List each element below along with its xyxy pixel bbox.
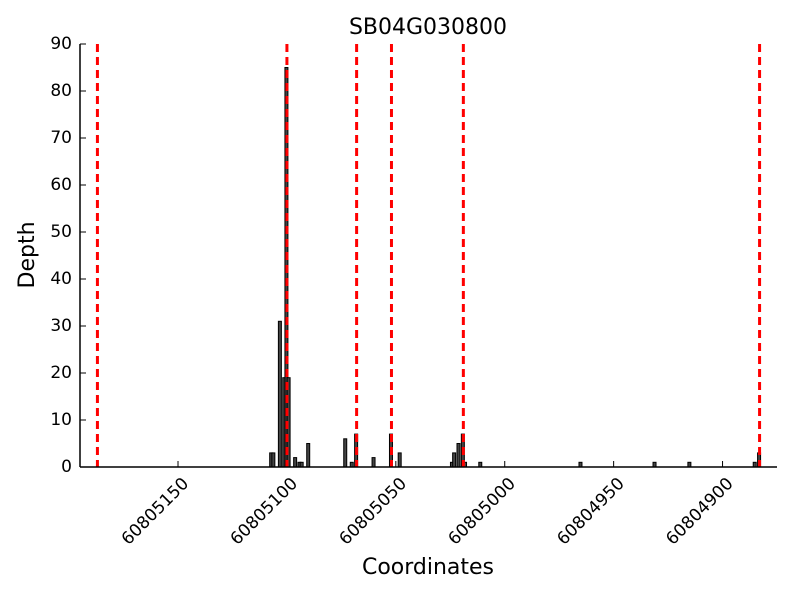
- bar: [277, 320, 282, 468]
- bar: [456, 443, 461, 468]
- y-tick-label: 30: [50, 316, 72, 336]
- x-axis-label: Coordinates: [362, 555, 494, 580]
- y-tick-label: 50: [50, 222, 72, 242]
- y-tick-label: 20: [50, 363, 72, 383]
- y-axis-label: Depth: [15, 221, 40, 288]
- bar: [397, 452, 402, 468]
- y-tick-label: 80: [50, 81, 72, 101]
- y-tick-label: 60: [50, 175, 72, 195]
- bar: [271, 452, 276, 468]
- chart-title: SB04G030800: [349, 15, 507, 40]
- y-tick-label: 40: [50, 269, 72, 289]
- bar: [452, 452, 457, 468]
- bar: [293, 457, 298, 468]
- bar: [343, 438, 348, 468]
- bar: [371, 457, 376, 468]
- y-tick-label: 0: [61, 457, 72, 477]
- y-tick-label: 10: [50, 410, 72, 430]
- y-tick-label: 90: [50, 34, 72, 54]
- y-tick-label: 70: [50, 128, 72, 148]
- bar: [306, 443, 311, 468]
